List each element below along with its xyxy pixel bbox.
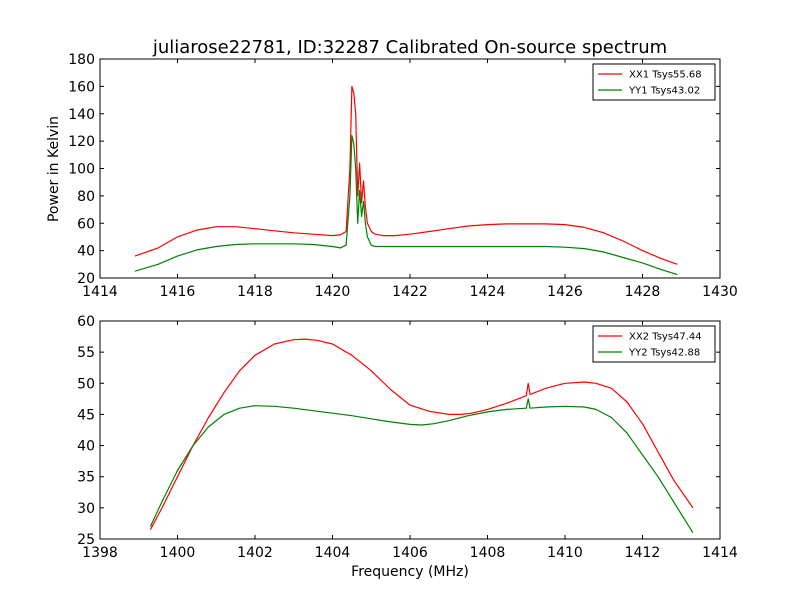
top-y-tick-label: 180 — [68, 52, 95, 68]
bottom-y-tick-label: 50 — [77, 376, 95, 392]
bottom-plot: 1398 1400 1402 1404 1406 1408 1410 1412 1414 25 30… — [77, 314, 738, 561]
top-y-tick-label: 60 — [77, 216, 95, 232]
bottom-y-tick-label: 60 — [77, 314, 95, 330]
y-axis-label-top: Power in Kelvin — [46, 116, 62, 222]
top-x-tick-label: 1418 — [237, 284, 273, 300]
top-y-tick-label: 20 — [77, 271, 95, 287]
top-x-tick-label: 1420 — [315, 284, 351, 300]
top-x-tick-label: 1414 — [82, 284, 118, 300]
top-x-tick-label: 1430 — [702, 284, 738, 300]
top-legend: XX1 Tsys55.68 YY1 Tsys43.02 — [592, 63, 716, 101]
x-axis-label-bottom: Frequency (MHz) — [351, 564, 469, 580]
bottom-x-tick-label: 1412 — [625, 545, 661, 561]
bottom-y-tick-label: 40 — [77, 439, 95, 455]
top-x-tick-label: 1426 — [547, 284, 583, 300]
top-series-line-2 — [134, 135, 678, 276]
bottom-series-line-2 — [149, 398, 694, 534]
bottom-x-tick-label: 1404 — [315, 545, 351, 561]
top-y-tick-label: 40 — [77, 244, 95, 260]
bottom-x-tick-label: 1400 — [160, 545, 196, 561]
chart-title: juliarose22781, ID:32287 Calibrated On-s… — [152, 37, 667, 58]
top-y-tick-label: 80 — [77, 189, 95, 205]
bottom-y-tick-label: 35 — [77, 470, 95, 486]
bottom-legend-label-2: YY2 Tsys42.88 — [628, 348, 700, 359]
bottom-y-tick-label: 45 — [77, 407, 95, 423]
bottom-x-tick-label: 1414 — [702, 545, 738, 561]
bottom-legend: XX2 Tsys47.44 YY2 Tsys42.88 — [592, 325, 716, 363]
top-legend-box — [592, 63, 716, 101]
top-plot: 1414 1416 1418 1420 1422 1424 1426 1428 1430 20 40… — [68, 52, 738, 300]
bottom-y-tick-label: 30 — [77, 501, 95, 517]
bottom-x-tick-label: 1410 — [547, 545, 583, 561]
top-legend-label-1: XX1 Tsys55.68 — [629, 70, 702, 81]
top-x-tick-label: 1424 — [470, 284, 506, 300]
bottom-x-tick-label: 1398 — [82, 545, 118, 561]
top-x-tick-label: 1428 — [625, 284, 661, 300]
top-legend-label-2: YY1 Tsys43.02 — [628, 86, 700, 97]
bottom-y-tick-label: 25 — [77, 532, 95, 548]
bottom-x-tick-label: 1406 — [392, 545, 428, 561]
top-y-tick-label: 100 — [68, 162, 95, 178]
top-y-tick-label: 140 — [68, 107, 95, 123]
top-y-tick-label: 120 — [68, 134, 95, 150]
bottom-series-line-1 — [149, 338, 694, 530]
top-series-line-1 — [134, 85, 678, 265]
bottom-x-tick-label: 1408 — [470, 545, 506, 561]
top-y-tick-label: 160 — [68, 79, 95, 95]
top-x-tick-label: 1422 — [392, 284, 428, 300]
bottom-legend-label-1: XX2 Tsys47.44 — [629, 332, 702, 343]
bottom-x-tick-label: 1402 — [237, 545, 273, 561]
bottom-legend-box — [592, 325, 716, 363]
top-x-tick-label: 1416 — [160, 284, 196, 300]
bottom-y-tick-label: 55 — [77, 345, 95, 361]
